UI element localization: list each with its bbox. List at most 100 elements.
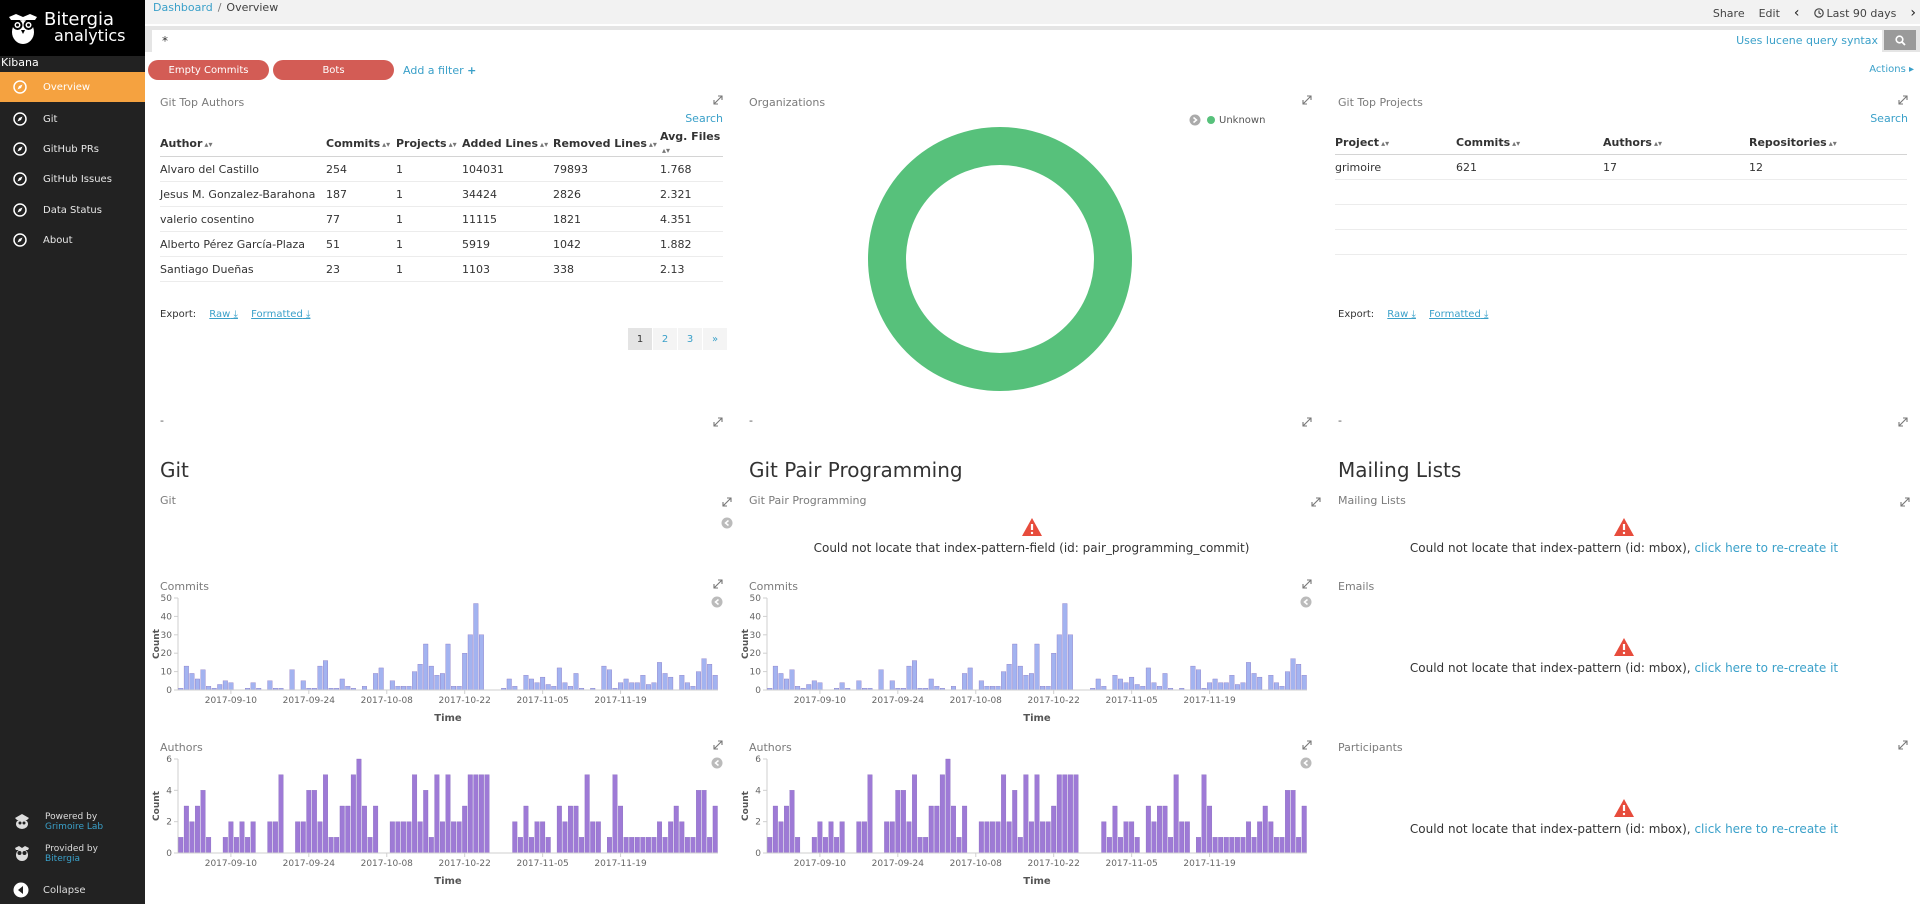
actions-menu[interactable]: Actions ▸ <box>1869 64 1914 75</box>
powered-by[interactable]: Powered by Grimoire Lab <box>0 812 145 832</box>
sidebar-item-overview[interactable]: Overview <box>0 72 145 102</box>
column-header[interactable]: Commits ▴▾ <box>326 130 396 157</box>
bar <box>1257 821 1263 854</box>
column-header[interactable]: Commits ▴▾ <box>1456 130 1603 155</box>
legend-toggle-icon[interactable] <box>1300 596 1312 608</box>
x-tick-label: 2017-09-10 <box>205 859 258 869</box>
query-input[interactable] <box>152 30 1882 52</box>
x-tick-label: 2017-11-19 <box>594 696 647 706</box>
expand-icon[interactable] <box>1302 579 1312 589</box>
page-2[interactable]: 2 <box>653 328 677 350</box>
sidebar-item-github-prs[interactable]: GitHub PRs <box>0 134 145 164</box>
legend-toggle-icon[interactable] <box>711 757 723 769</box>
recreate-index-link[interactable]: click here to re-create it <box>1694 661 1839 675</box>
provided-by-link[interactable]: Bitergia <box>45 854 81 864</box>
lucene-syntax-link[interactable]: Uses lucene query syntax <box>1736 34 1878 47</box>
column-header[interactable]: Repositories ▴▾ <box>1749 130 1907 155</box>
page-next[interactable]: » <box>703 328 727 350</box>
filter-pill-bots[interactable]: Bots <box>273 60 394 80</box>
time-picker[interactable]: Last 90 days <box>1813 7 1896 20</box>
sidebar-item-git[interactable]: Git <box>0 104 145 134</box>
legend-toggle-icon[interactable] <box>711 596 723 608</box>
column-header[interactable]: Author ▴▾ <box>160 130 326 157</box>
column-header[interactable]: Avg. Files▴▾ <box>660 130 723 157</box>
recreate-index-link[interactable]: click here to re-create it <box>1694 541 1839 555</box>
provided-by[interactable]: Provided by Bitergia <box>0 844 145 864</box>
bar <box>439 821 445 854</box>
filter-pill-empty-commits[interactable]: Empty Commits <box>148 60 269 80</box>
bar <box>356 758 362 854</box>
bar <box>551 686 557 691</box>
bar <box>645 837 651 854</box>
sidebar-item-data-status[interactable]: Data Status <box>0 195 145 225</box>
legend-toggle-icon[interactable] <box>721 517 733 529</box>
expand-icon[interactable] <box>1311 497 1321 507</box>
bar <box>1106 837 1112 854</box>
bar <box>1234 684 1240 691</box>
sidebar-item-github-issues[interactable]: GitHub Issues <box>0 164 145 194</box>
legend-toggle-icon[interactable] <box>1189 114 1201 126</box>
expand-icon[interactable] <box>1898 417 1908 427</box>
bar <box>1051 805 1057 854</box>
donut-slice-unknown[interactable] <box>868 127 1132 391</box>
bar <box>889 821 895 854</box>
export-raw-link[interactable]: Raw ⤓ <box>209 309 238 320</box>
legend-label[interactable]: Unknown <box>1219 114 1266 126</box>
bar <box>828 821 834 854</box>
breadcrumb-dashboard[interactable]: Dashboard <box>153 1 213 14</box>
bar <box>995 821 1001 854</box>
bar <box>684 837 690 854</box>
column-header[interactable]: Project ▴▾ <box>1335 130 1456 155</box>
bar <box>423 643 429 691</box>
bar <box>183 665 189 691</box>
expand-icon[interactable] <box>1900 497 1910 507</box>
column-header[interactable]: Removed Lines ▴▾ <box>553 130 660 157</box>
bar <box>1301 805 1307 854</box>
table-search-link[interactable]: Search <box>685 112 723 125</box>
add-filter-button[interactable]: Add a filter + <box>403 64 476 77</box>
expand-icon[interactable] <box>1302 740 1312 750</box>
column-header[interactable]: Authors ▴▾ <box>1603 130 1749 155</box>
time-back-icon[interactable]: ‹ <box>1793 5 1800 21</box>
column-header[interactable]: Added Lines ▴▾ <box>462 130 553 157</box>
bar <box>1112 805 1118 854</box>
sidebar-item-about[interactable]: About <box>0 225 145 255</box>
page-3[interactable]: 3 <box>678 328 702 350</box>
edit-button[interactable]: Edit <box>1758 6 1780 20</box>
bar <box>300 821 306 854</box>
export-label: Export: <box>160 309 197 320</box>
export-formatted-link[interactable]: Formatted ⤓ <box>1429 309 1489 320</box>
bar <box>884 821 890 854</box>
export-raw-link[interactable]: Raw ⤓ <box>1387 309 1416 320</box>
bar <box>412 774 418 854</box>
column-header[interactable]: Projects ▴▾ <box>396 130 462 157</box>
page-1[interactable]: 1 <box>628 328 652 350</box>
expand-icon[interactable] <box>713 579 723 589</box>
bar <box>1129 821 1135 854</box>
expand-icon[interactable] <box>1898 740 1908 750</box>
expand-icon[interactable] <box>1898 95 1908 105</box>
time-forward-icon[interactable]: › <box>1910 5 1916 21</box>
table-search-link[interactable]: Search <box>1870 112 1908 125</box>
expand-icon[interactable] <box>722 497 732 507</box>
bar <box>300 680 306 691</box>
recreate-index-link[interactable]: click here to re-create it <box>1694 822 1839 836</box>
export-formatted-link[interactable]: Formatted ⤓ <box>251 309 311 320</box>
bar <box>772 665 778 691</box>
expand-icon[interactable] <box>713 95 723 105</box>
powered-by-link[interactable]: Grimoire Lab <box>45 822 104 832</box>
bar <box>1179 821 1185 854</box>
logo[interactable]: Bitergia analytics <box>0 0 145 56</box>
legend-toggle-icon[interactable] <box>1300 757 1312 769</box>
download-icon: ⤓ <box>233 309 238 320</box>
expand-icon[interactable] <box>713 740 723 750</box>
share-button[interactable]: Share <box>1712 6 1745 20</box>
expand-icon[interactable] <box>1302 95 1312 105</box>
collapse-button[interactable]: Collapse <box>0 882 145 898</box>
search-button[interactable] <box>1884 30 1916 50</box>
bar <box>1296 837 1302 854</box>
bar <box>456 686 462 691</box>
expand-icon[interactable] <box>1302 417 1312 427</box>
expand-icon[interactable] <box>713 417 723 427</box>
export-label: Export: <box>1338 309 1375 320</box>
